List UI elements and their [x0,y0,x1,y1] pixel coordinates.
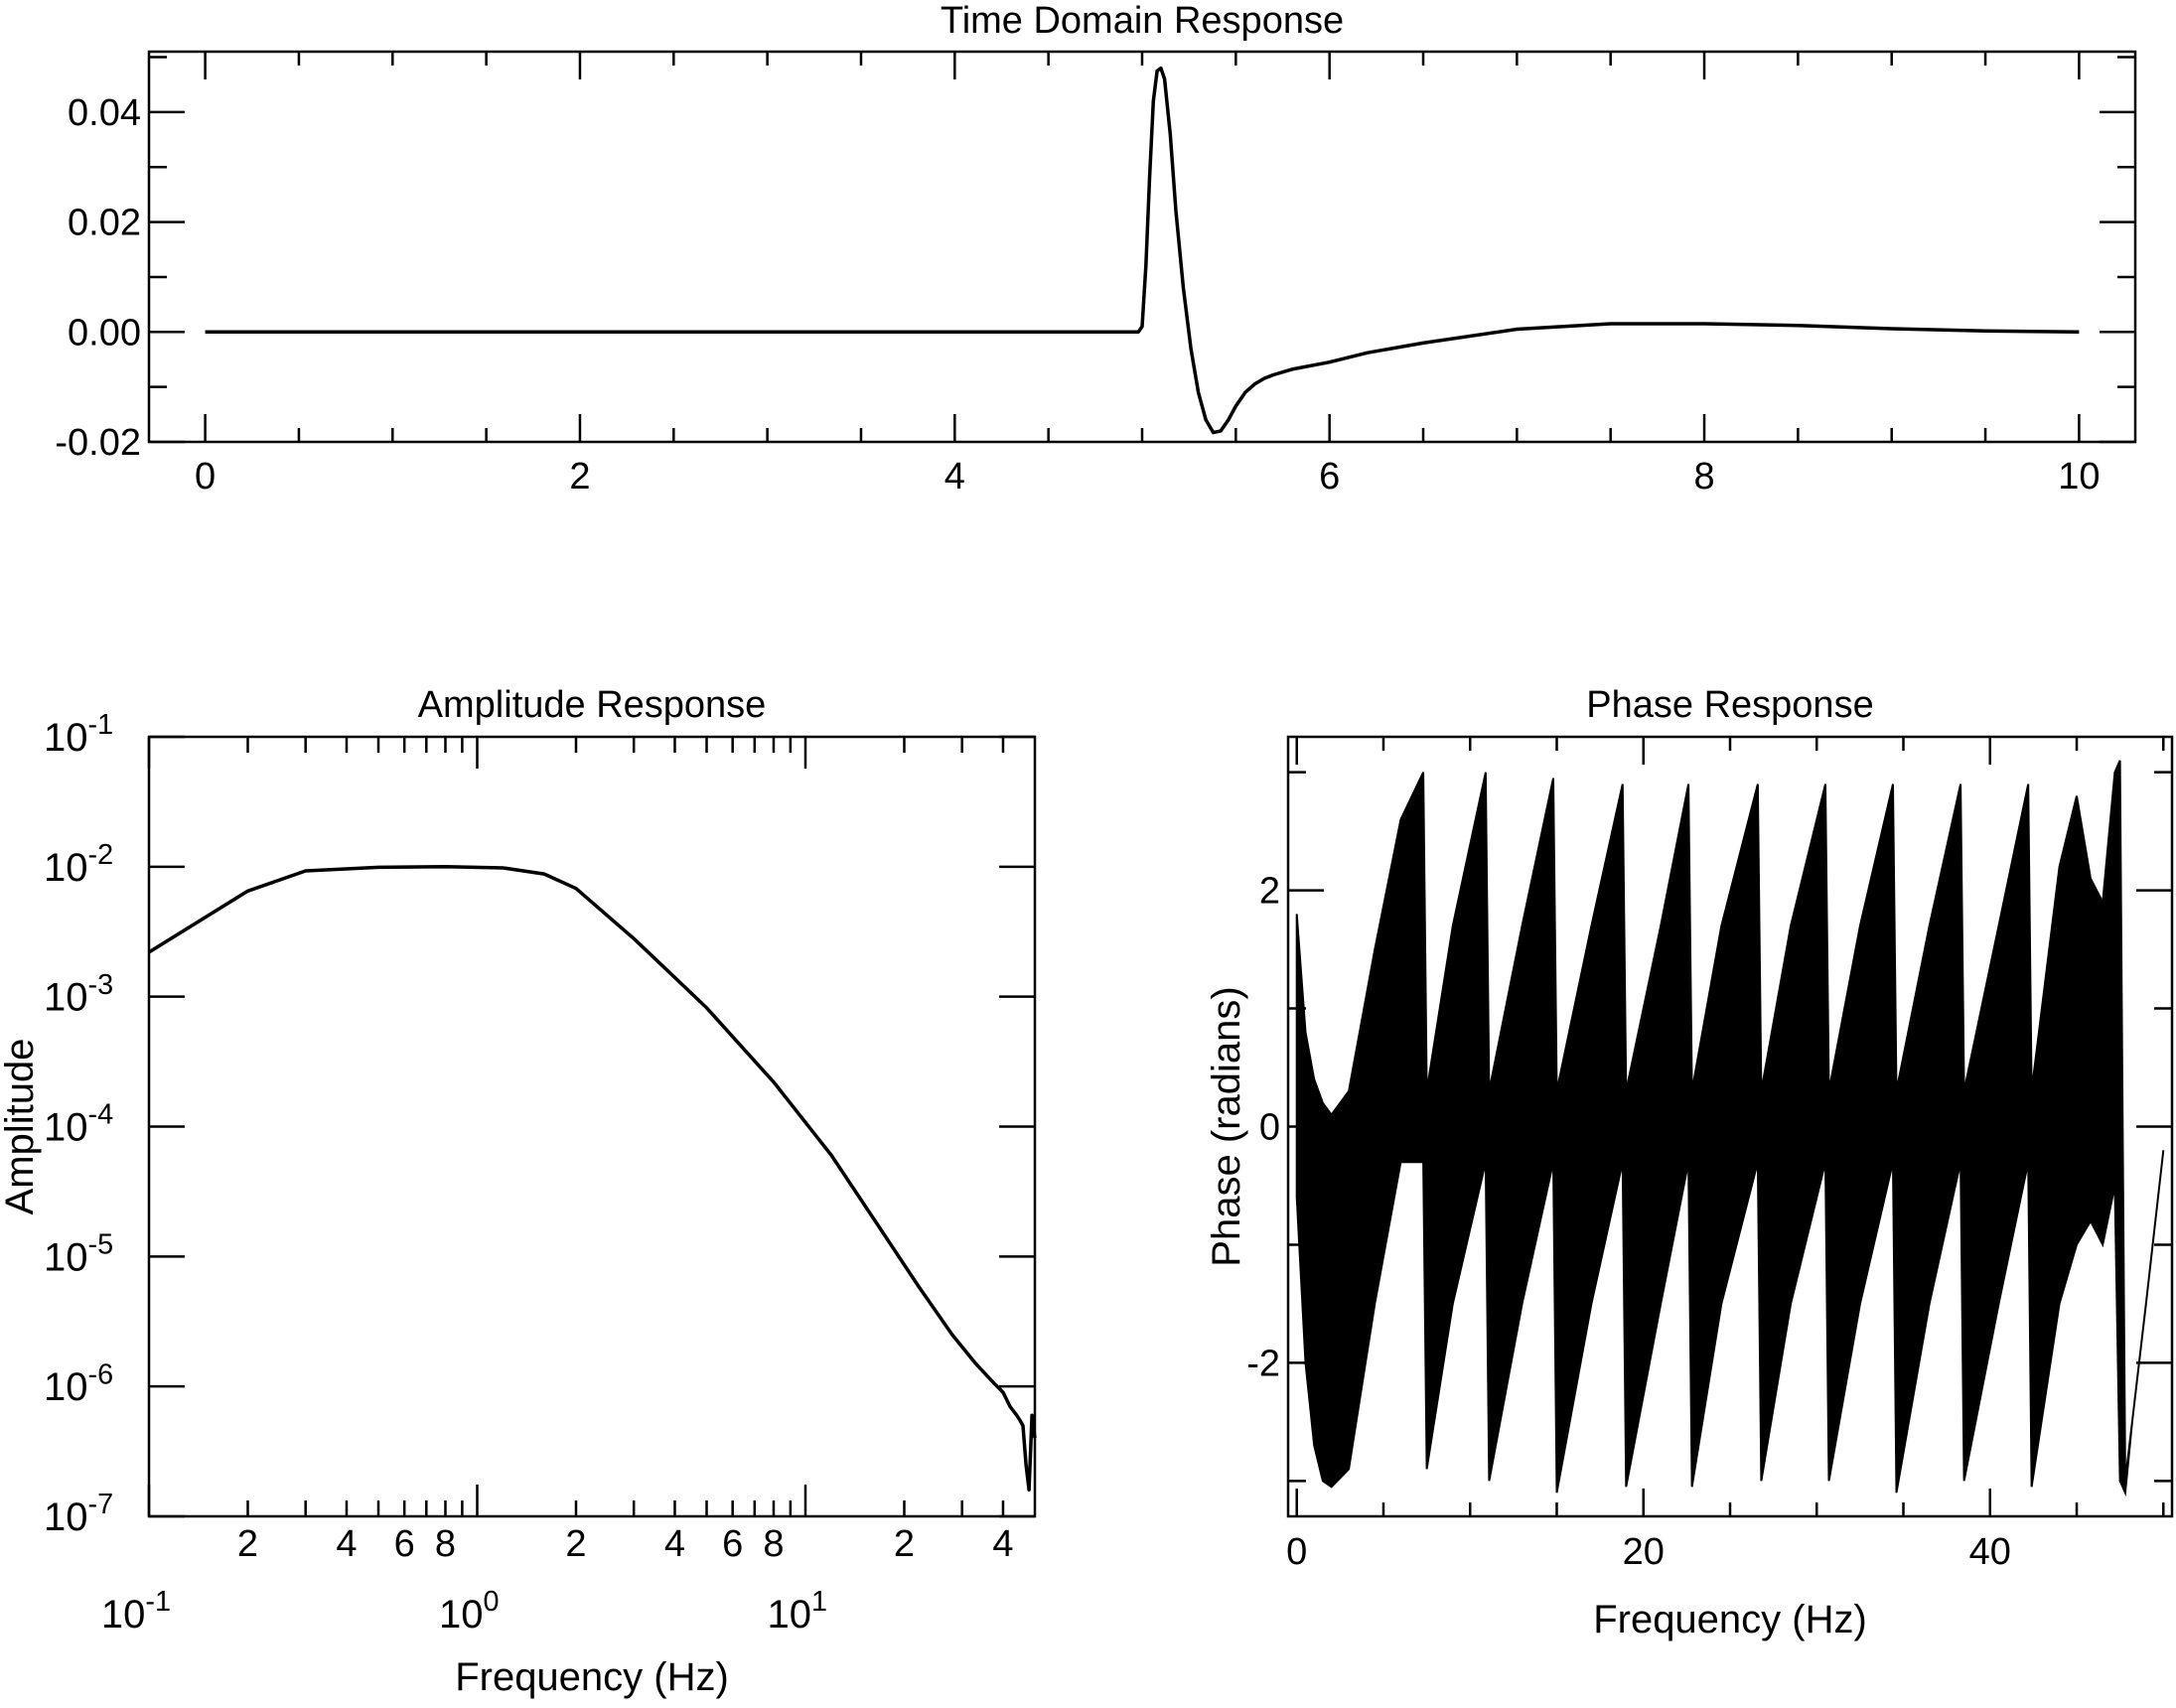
phase-panel: 0 20 40 -2 0 2 Phase Response Frequency (Hz) Pha… [1205,684,2174,1641]
amplitude-x-minor-tick-label: 4 [992,1523,1013,1565]
amplitude-x-major-tick-label-exp: 1 [811,1586,827,1618]
time-x-tick-label: 2 [569,456,590,498]
amplitude-y-tick-label-base: 10 [44,1235,88,1279]
amplitude-x-major-tick-label-base: 10 [439,1593,484,1637]
phase-x-tick-label: 0 [1286,1531,1307,1573]
phase-series-envelope [1295,760,2165,1497]
amplitude-panel: 2 4 6 8 2 4 6 8 2 410-1 100 10110-710-610-510-410-3… [0,684,1037,1699]
amplitude-y-tick-label-base: 10 [44,1106,88,1150]
amplitude-plot-title: Amplitude Response [418,684,767,726]
amplitude-y-tick-label: 10-3 [44,969,113,1020]
amplitude-x-major-tick-label-exp: -1 [145,1586,171,1618]
amplitude-y-tick-label: 10-2 [44,839,113,890]
phase-y-tick-label: 0 [1259,1107,1280,1149]
amplitude-x-minor-tick-label: 4 [336,1523,357,1565]
amplitude-y-tick-label-exp: -5 [88,1229,114,1261]
amplitude-y-axis-label: Amplitude [0,1039,42,1215]
amplitude-plot-frame [147,735,1037,1518]
phase-y-tick-label: 2 [1259,871,1280,913]
time-y-tick-label: 0.04 [68,92,141,134]
amplitude-x-major-tick-label: 101 [767,1586,827,1637]
amplitude-y-tick-label-exp: -4 [88,1099,114,1131]
amplitude-x-minor-tick-label: 2 [894,1523,915,1565]
amplitude-x-minor-tick-label: 2 [237,1523,258,1565]
time-x-tick-label: 0 [195,456,216,498]
amplitude-x-minor-tick-label: 6 [722,1523,743,1565]
amplitude-x-major-tick-label-exp: 0 [483,1586,499,1618]
time-x-tick-label: 6 [1319,456,1340,498]
amplitude-y-tick-label-exp: -3 [88,969,114,1001]
phase-y-tick-label: -2 [1246,1343,1280,1384]
amplitude-y-tick-label-base: 10 [44,1495,88,1539]
amplitude-y-tick-label: 10-4 [44,1099,113,1150]
amplitude-x-minor-tick-label: 6 [394,1523,415,1565]
time-x-tick-label: 8 [1693,456,1714,498]
amplitude-x-minor-tick-label: 4 [664,1523,685,1565]
time-y-tick-label: 0.00 [68,312,141,354]
amplitude-y-tick-label: 10-5 [44,1229,113,1280]
amplitude-y-tick-label: 10-7 [44,1489,113,1539]
amplitude-x-minor-tick-label: 2 [565,1523,586,1565]
amplitude-x-major-tick-label: 10-1 [101,1586,171,1637]
amplitude-x-axis-label: Frequency (Hz) [455,1655,729,1699]
phase-x-tick-label: 20 [1623,1531,1665,1573]
time-plot-title: Time Domain Response [941,0,1344,42]
amplitude-y-tick-label-base: 10 [44,976,88,1020]
phase-y-axis-label: Phase (radians) [1205,986,1248,1266]
amplitude-x-major-tick-label: 100 [439,1586,500,1637]
amplitude-y-tick-label-base: 10 [44,846,88,890]
amplitude-y-tick-label-exp: -1 [88,709,114,741]
amplitude-series-line [148,865,1037,1493]
amplitude-y-tick-label-exp: -2 [88,839,114,871]
amplitude-y-tick-label-base: 10 [44,716,88,760]
time-x-tick-label: 4 [944,456,965,498]
amplitude-x-major-tick-label-base: 10 [767,1593,811,1637]
time-x-tick-label: 10 [2058,456,2100,498]
amplitude-y-tick-label-exp: -6 [88,1358,114,1390]
time-domain-panel: 0 2 4 6 8 10 -0.02 0.00 0.02 0.04 Time Domain Resp… [55,0,2137,498]
time-series-line [205,66,2080,435]
amplitude-x-major-tick-label-base: 10 [101,1593,146,1637]
phase-x-axis-label: Frequency (Hz) [1593,1598,1867,1641]
amplitude-y-tick-label-base: 10 [44,1365,88,1409]
amplitude-y-tick-label-exp: -7 [88,1489,114,1520]
phase-x-tick-label: 40 [1969,1531,2011,1573]
time-plot-frame [147,50,2137,444]
phase-plot-title: Phase Response [1586,684,1873,726]
amplitude-y-tick-label: 10-1 [44,709,113,760]
amplitude-x-minor-tick-label: 8 [763,1523,784,1565]
time-y-tick-label: 0.02 [68,203,141,244]
amplitude-y-tick-label: 10-6 [44,1358,113,1409]
time-y-tick-label: -0.02 [55,422,141,464]
amplitude-x-minor-tick-label: 8 [435,1523,456,1565]
